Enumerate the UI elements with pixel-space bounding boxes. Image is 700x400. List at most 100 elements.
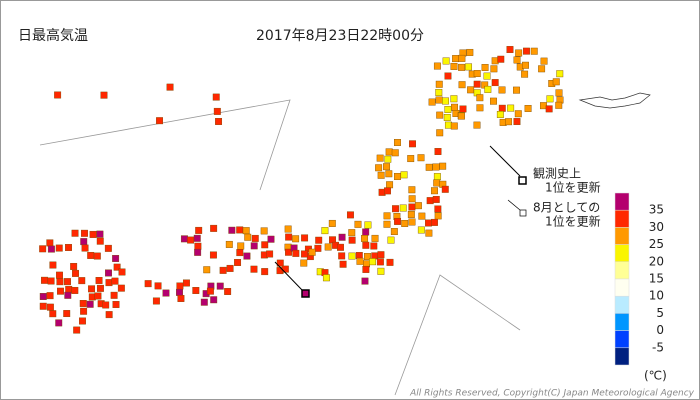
station	[111, 277, 119, 285]
station	[436, 129, 444, 137]
station	[117, 284, 125, 292]
station	[80, 307, 88, 315]
station	[47, 277, 55, 285]
station	[56, 271, 63, 279]
station	[338, 252, 346, 260]
station	[442, 97, 449, 105]
station	[481, 64, 489, 71]
station	[338, 233, 346, 241]
station	[71, 286, 79, 294]
station	[285, 248, 292, 256]
unit: (℃)	[644, 369, 667, 383]
station	[417, 154, 425, 162]
station	[432, 195, 440, 203]
station	[337, 243, 344, 251]
station	[434, 148, 442, 155]
station	[377, 171, 385, 179]
station	[514, 110, 522, 118]
station	[371, 234, 379, 242]
station	[244, 233, 252, 241]
coastline	[578, 92, 651, 109]
station	[473, 80, 481, 88]
station	[385, 170, 393, 178]
station	[102, 301, 110, 309]
station	[507, 104, 515, 112]
scale-cell	[614, 295, 630, 314]
station	[284, 225, 292, 233]
station	[444, 121, 452, 129]
station	[112, 255, 120, 262]
timestamp: 2017年8月23日22時00分	[256, 28, 424, 44]
station	[376, 258, 384, 266]
station	[308, 248, 316, 256]
station	[206, 287, 214, 295]
scale-cell	[614, 313, 630, 331]
station	[348, 229, 356, 237]
station	[87, 251, 95, 259]
station	[209, 251, 217, 259]
station-layer	[39, 46, 564, 334]
leader-line	[489, 145, 521, 177]
station	[458, 54, 466, 62]
station	[394, 139, 401, 146]
station	[483, 72, 491, 80]
station	[49, 261, 57, 269]
station	[71, 229, 79, 237]
station	[451, 103, 458, 111]
station	[435, 80, 443, 88]
scale-cell	[614, 244, 630, 263]
station	[431, 187, 438, 195]
station	[556, 70, 564, 78]
station	[546, 95, 554, 103]
station	[506, 46, 514, 54]
station	[385, 148, 393, 156]
station	[435, 96, 443, 104]
inset-line	[394, 274, 521, 396]
station	[266, 250, 274, 258]
station	[452, 55, 460, 63]
scale-label: 25	[649, 237, 664, 251]
station	[442, 57, 450, 65]
station	[192, 287, 200, 294]
station	[226, 264, 234, 272]
station	[328, 219, 336, 227]
scale-label: 30	[649, 220, 664, 234]
legend-text: 1位を更新	[545, 180, 601, 195]
station	[79, 317, 86, 325]
station	[524, 105, 532, 112]
station	[539, 102, 547, 110]
station	[57, 287, 64, 295]
station	[113, 263, 121, 271]
station	[354, 220, 362, 228]
station	[301, 250, 308, 258]
station	[251, 234, 259, 242]
station	[498, 86, 506, 94]
station	[521, 70, 529, 78]
station	[467, 86, 475, 94]
station	[408, 195, 416, 203]
station	[346, 211, 354, 219]
station	[466, 48, 474, 56]
scale-label: 5	[656, 306, 664, 320]
scale-cell	[614, 278, 630, 297]
station	[95, 277, 103, 284]
station	[292, 235, 300, 243]
station	[490, 97, 497, 105]
station	[176, 282, 184, 290]
station	[375, 164, 383, 172]
station	[394, 173, 401, 180]
station	[177, 295, 185, 302]
station	[450, 95, 458, 103]
station	[228, 226, 236, 234]
station	[408, 186, 416, 194]
leader-line	[507, 199, 521, 211]
station	[267, 235, 275, 243]
station	[433, 62, 441, 70]
station	[166, 83, 174, 91]
station	[362, 241, 370, 249]
station	[425, 229, 433, 237]
station	[362, 228, 370, 236]
station	[484, 85, 492, 93]
scale-label: 15	[649, 272, 664, 286]
